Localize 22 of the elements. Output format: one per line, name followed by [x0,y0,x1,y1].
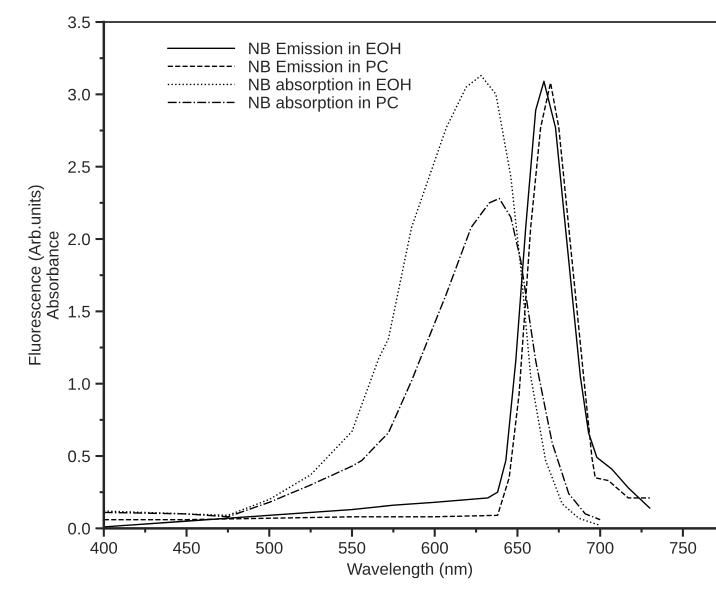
y-tick-label: 0.5 [68,450,90,462]
legend-label: NB absorption in EOH [249,78,410,94]
x-tick-label: 600 [422,542,448,554]
x-tick-label: 700 [587,542,614,554]
x-axis-title: Wavelength (nm) [346,562,472,578]
x-tick-label: 750 [670,542,696,554]
y-axis-title: Fluorescence (Arb.units) Absorbance [28,185,59,365]
y-tick-label: 1.0 [68,378,90,390]
y-tick-label: 2.5 [68,161,90,173]
legend-label: NB absorption in PC [249,96,398,112]
x-tick-label: 550 [338,542,366,554]
y-tick-label: 3.0 [68,88,90,101]
y-tick-label: 3.5 [68,16,90,28]
x-tick-label: 500 [256,542,283,554]
legend-label: NB Emission in PC [249,60,388,72]
x-tick-label: 450 [173,542,200,554]
y-tick-label: 2.0 [68,233,90,246]
y-tick-label: 1.5 [68,306,90,318]
y-tick-label: 0.0 [68,522,90,535]
x-tick-label: 650 [504,542,531,554]
x-tick-label: 400 [90,542,118,554]
legend-label: NB Emission in EOH [249,42,400,54]
